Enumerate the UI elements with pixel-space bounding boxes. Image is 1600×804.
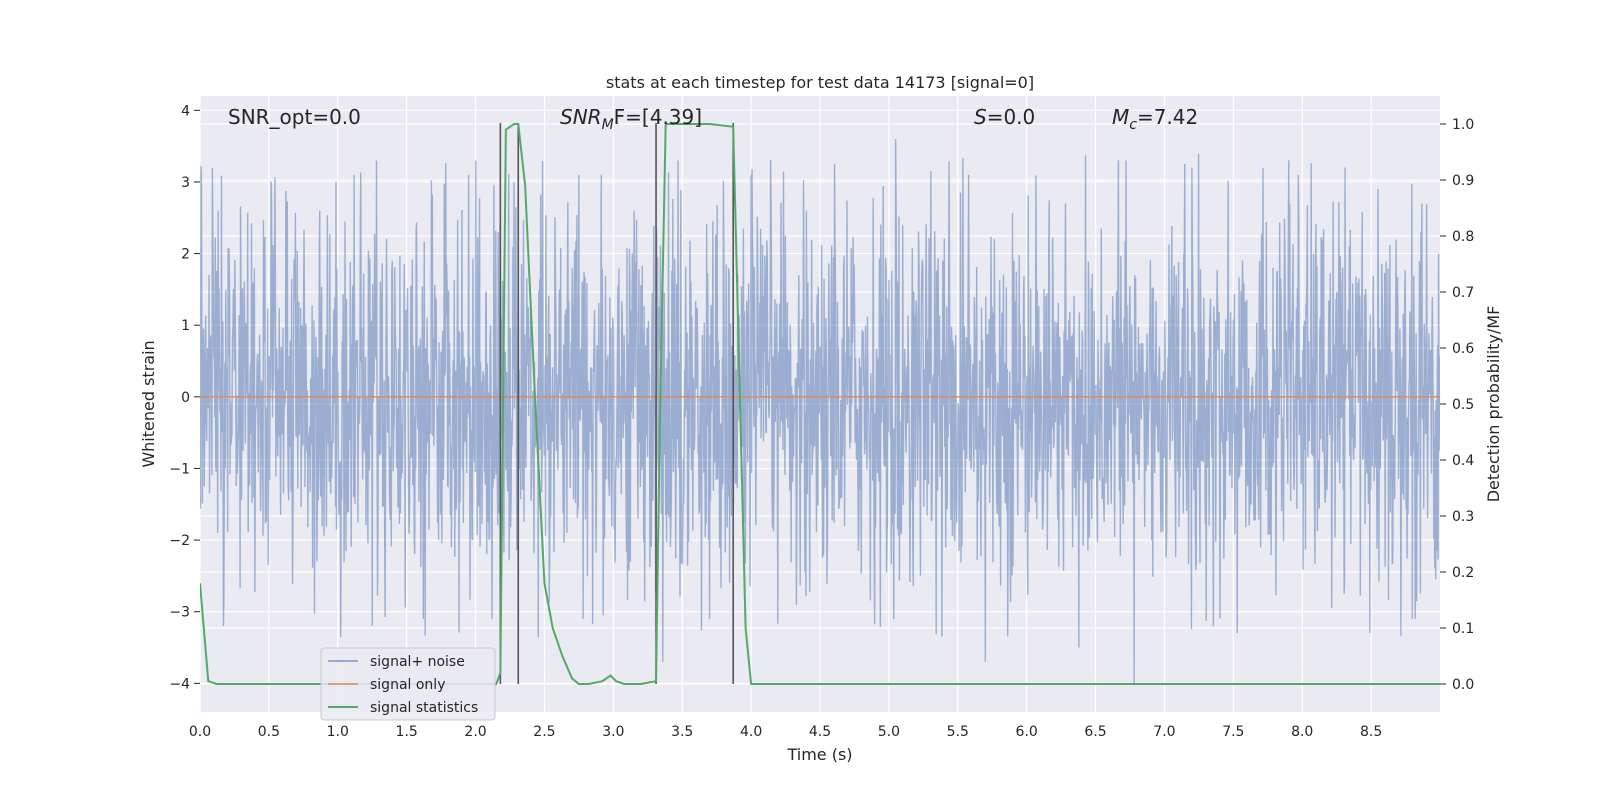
y-tick-label: −3 bbox=[169, 605, 190, 621]
snr-mf-sub: M bbox=[602, 117, 614, 133]
snr-mf-rest: F=[4.39] bbox=[614, 105, 702, 129]
y2-tick-label: 0.6 bbox=[1452, 341, 1474, 357]
mc-base: M bbox=[1112, 105, 1129, 129]
annotation-snr-mf: SNRMF=[4.39] bbox=[560, 105, 702, 133]
y-axis-label: Whitened strain bbox=[139, 340, 158, 467]
y2-tick-label: 0.3 bbox=[1452, 509, 1474, 525]
y2-tick-label: 0.8 bbox=[1452, 229, 1474, 245]
x-tick-label: 5.0 bbox=[878, 724, 900, 740]
noise-series bbox=[200, 138, 1440, 684]
x-tick-label: 1.5 bbox=[396, 724, 418, 740]
x-tick-label: 8.5 bbox=[1360, 724, 1382, 740]
x-tick-label: 4.0 bbox=[740, 724, 762, 740]
x-tick-label: 3.0 bbox=[602, 724, 624, 740]
y2-tick-label: 0.7 bbox=[1452, 285, 1474, 301]
y2-tick-label: 0.1 bbox=[1452, 621, 1474, 637]
y2-tick-label: 0.9 bbox=[1452, 173, 1474, 189]
legend: signal+ noise signal only signal statist… bbox=[320, 647, 496, 721]
x-tick-label: 3.5 bbox=[671, 724, 693, 740]
mc-sub: c bbox=[1129, 117, 1137, 133]
x-axis-ticks: 0.0 0.5 1.0 1.5 2.0 2.5 3.0 3.5 4.0 4.5 5.0 5.5 6.0 6… bbox=[189, 724, 1382, 740]
snr-mf-base: SNR bbox=[560, 105, 602, 129]
legend-label-noise: signal+ noise bbox=[370, 654, 465, 670]
s-label: S bbox=[974, 105, 987, 129]
noise-line bbox=[200, 138, 1440, 684]
chart-title: stats at each timestep for test data 141… bbox=[606, 73, 1034, 92]
x-tick-label: 5.5 bbox=[947, 724, 969, 740]
legend-label-signal-only: signal only bbox=[370, 677, 445, 693]
y2-tick-label: 1.0 bbox=[1452, 117, 1474, 133]
x-tick-label: 0.5 bbox=[258, 724, 280, 740]
s-value: =0.0 bbox=[987, 105, 1036, 129]
annotation-mc: Mc=7.42 bbox=[1112, 105, 1198, 133]
mc-value: =7.42 bbox=[1137, 105, 1198, 129]
y-tick-label: 4 bbox=[181, 103, 190, 119]
y2-tick-label: 0.0 bbox=[1452, 677, 1474, 693]
y-tick-label: 1 bbox=[181, 318, 190, 334]
y-tick-label: 0 bbox=[181, 390, 190, 406]
x-tick-label: 2.0 bbox=[464, 724, 486, 740]
legend-box bbox=[320, 647, 496, 721]
x-tick-label: 2.5 bbox=[533, 724, 555, 740]
y-tick-label: −2 bbox=[169, 533, 190, 549]
x-tick-label: 1.0 bbox=[327, 724, 349, 740]
vertical-markers bbox=[499, 123, 735, 684]
x-tick-label: 6.5 bbox=[1084, 724, 1106, 740]
y-tick-label: −4 bbox=[169, 676, 190, 692]
y-axis-ticks: 4 3 2 1 0 −1 −2 −3 −4 bbox=[169, 103, 200, 692]
x-tick-label: 4.5 bbox=[809, 724, 831, 740]
y2-axis-label: Detection probability/MF bbox=[1484, 306, 1503, 503]
y-tick-label: −1 bbox=[169, 461, 190, 477]
legend-label-statistics: signal statistics bbox=[370, 700, 478, 716]
y2-tick-label: 0.2 bbox=[1452, 565, 1474, 581]
y2-tick-label: 0.5 bbox=[1452, 397, 1474, 413]
x-tick-label: 7.5 bbox=[1222, 724, 1244, 740]
x-tick-label: 0.0 bbox=[189, 724, 211, 740]
x-tick-label: 8.0 bbox=[1291, 724, 1313, 740]
x-tick-label: 7.0 bbox=[1153, 724, 1175, 740]
x-axis-label: Time (s) bbox=[786, 745, 852, 764]
annotation-snr-opt: SNR_opt=0.0 bbox=[228, 105, 361, 129]
y2-tick-label: 0.4 bbox=[1452, 453, 1474, 469]
y-tick-label: 2 bbox=[181, 247, 190, 263]
x-tick-label: 6.0 bbox=[1016, 724, 1038, 740]
annotation-s: S=0.0 bbox=[974, 105, 1035, 129]
y-tick-label: 3 bbox=[181, 175, 190, 191]
y2-axis-ticks: 1.0 0.9 0.8 0.7 0.6 0.5 0.4 0.3 0.2 0.1 0.0 bbox=[1440, 117, 1474, 693]
